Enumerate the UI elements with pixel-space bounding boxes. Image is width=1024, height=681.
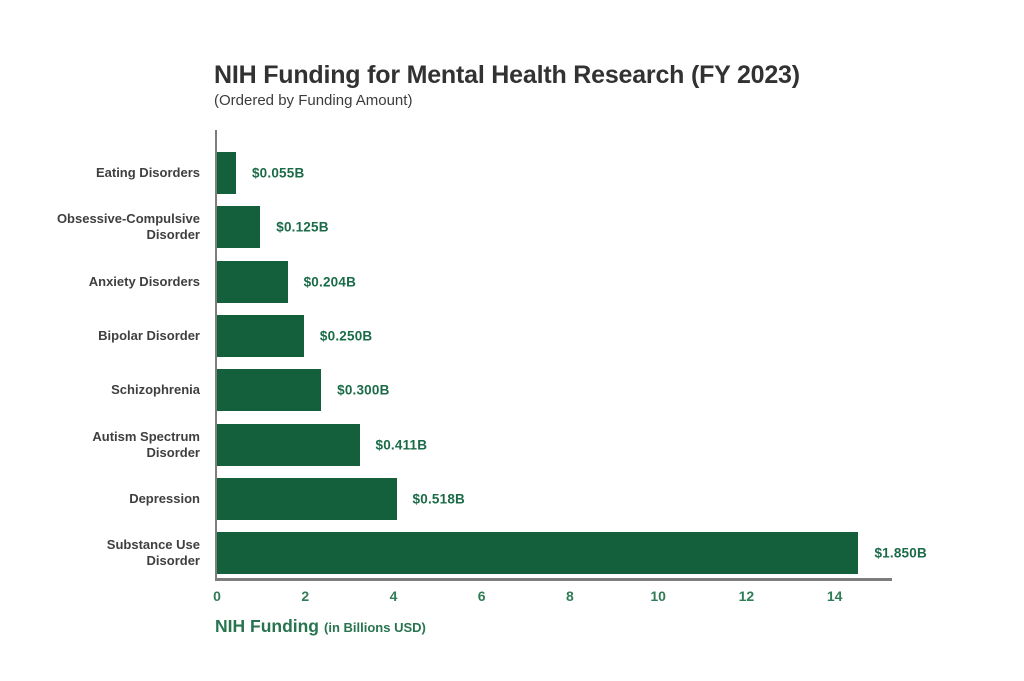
bar-bipolar-disorder <box>217 314 304 357</box>
category-label-substance-use-disorder: Substance Use Disorder <box>106 537 200 569</box>
x-axis-title-unit: (in Billions USD) <box>324 620 426 635</box>
value-label-eating-disorders: $0.055B <box>251 165 305 181</box>
bar-schizophrenia <box>217 369 322 412</box>
category-label-anxiety-disorders: Anxiety Disorders <box>88 273 200 289</box>
value-label-depression: $0.518B <box>412 491 465 507</box>
category-label-eating-disorders: Eating Disorders <box>95 165 200 180</box>
x-tick-6: 6 <box>477 588 486 604</box>
value-label-schizophrenia: $0.300B <box>337 382 390 398</box>
x-axis-title: NIH Funding (in Billions USD) <box>215 616 426 637</box>
category-label-depression: Depression <box>129 490 200 506</box>
category-label-bipolar-disorder: Bipolar Disorder <box>98 327 200 343</box>
x-tick-10: 10 <box>650 588 666 604</box>
value-label-substance-use-disorder: $1.850B <box>874 545 927 561</box>
chart-subtitle: (Ordered by Funding Amount) <box>214 92 413 109</box>
x-tick-14: 14 <box>826 588 843 604</box>
category-label-autism-spectrum-disorder: Autism Spectrum Disorder <box>92 428 200 460</box>
bar-autism-spectrum-disorder <box>217 423 360 466</box>
bar-depression <box>217 477 397 520</box>
value-label-autism-spectrum-disorder: $0.411B <box>375 437 428 452</box>
category-label-schizophrenia: Schizophrenia <box>111 382 200 398</box>
x-tick-8: 8 <box>566 588 574 604</box>
x-tick-0: 0 <box>213 588 221 604</box>
value-label-obsessive-compulsive-disorder: $0.125B <box>276 219 329 235</box>
chart-title: NIH Funding for Mental Health Research (… <box>214 61 800 89</box>
x-axis-title-main: NIH Funding <box>215 616 320 636</box>
bar-substance-use-disorder <box>217 532 859 575</box>
value-label-anxiety-disorders: $0.204B <box>303 274 357 290</box>
bar-obsessive-compulsive-disorder <box>217 206 261 249</box>
plot-area: Eating Disorders $0.055B Obsessive-Compuls… <box>57 130 927 604</box>
value-label-bipolar-disorder: $0.250B <box>319 328 373 344</box>
bar-eating-disorders <box>217 152 236 194</box>
x-tick-2: 2 <box>301 588 310 604</box>
x-tick-12: 12 <box>738 588 755 604</box>
category-label-obsessive-compulsive-disorder: Obsessive-Compulsive Disorder <box>56 211 200 243</box>
bar-anxiety-disorders <box>217 260 288 303</box>
x-tick-4: 4 <box>389 588 398 604</box>
